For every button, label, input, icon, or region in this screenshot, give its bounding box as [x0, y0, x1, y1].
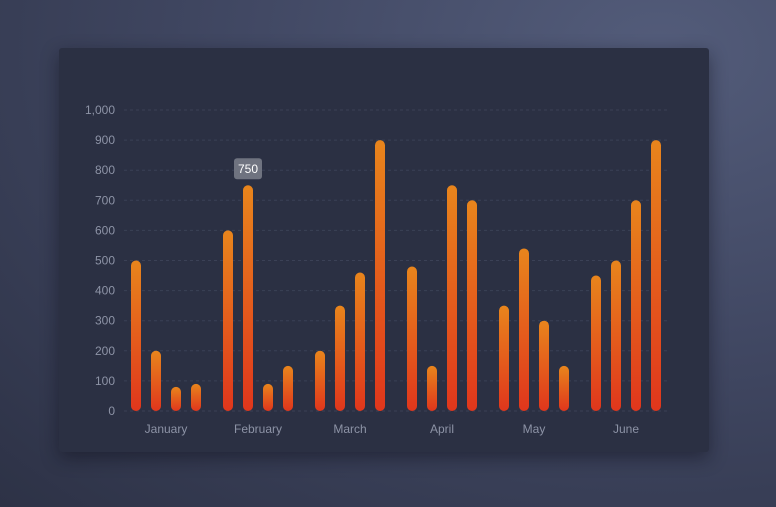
bar-february-3[interactable]: [263, 383, 273, 411]
y-tick-label: 500: [95, 254, 115, 268]
x-tick-label: April: [430, 422, 454, 436]
y-tick-label: 1,000: [85, 103, 115, 117]
y-tick-label: 100: [95, 374, 115, 388]
bar-june-1[interactable]: [591, 275, 601, 411]
y-tick-label: 900: [95, 133, 115, 147]
grid-lines: [124, 109, 670, 412]
y-tick-label: 200: [95, 344, 115, 358]
y-tick-label: 0: [108, 404, 115, 418]
x-tick-label: June: [613, 422, 639, 436]
x-tick-label: January: [145, 422, 188, 436]
bar-may-2[interactable]: [519, 248, 529, 411]
bar-may-1[interactable]: [499, 305, 509, 411]
bar-march-4[interactable]: [375, 140, 385, 411]
y-tick-label: 600: [95, 223, 115, 237]
bar-february-2[interactable]: [243, 185, 253, 411]
bar-april-3[interactable]: [447, 185, 457, 411]
x-tick-label: March: [333, 422, 366, 436]
bar-january-4[interactable]: [191, 383, 201, 411]
bar-june-2[interactable]: [611, 260, 621, 412]
y-tick-label: 300: [95, 314, 115, 328]
bar-april-1[interactable]: [407, 266, 417, 411]
bar-june-3[interactable]: [631, 200, 641, 411]
tooltip-box: [234, 158, 262, 180]
bar-march-1[interactable]: [315, 350, 325, 411]
bars: [131, 140, 661, 411]
x-axis: January February March April May June: [145, 422, 640, 436]
bar-march-2[interactable]: [335, 305, 345, 411]
y-tick-label: 700: [95, 193, 115, 207]
bar-june-4[interactable]: [651, 140, 661, 411]
bar-january-1[interactable]: [131, 260, 141, 412]
tooltip: 750: [234, 158, 262, 180]
bar-april-4[interactable]: [467, 200, 477, 411]
bar-january-2[interactable]: [151, 350, 161, 411]
y-tick-label: 400: [95, 284, 115, 298]
y-axis: 0 100 200 300 400 500 600 700 800 900 1,000: [85, 103, 115, 418]
x-tick-label: February: [234, 422, 282, 436]
bar-january-3[interactable]: [171, 386, 181, 411]
y-tick-label: 800: [95, 163, 115, 177]
bar-march-3[interactable]: [355, 272, 365, 411]
bar-may-4[interactable]: [559, 365, 569, 411]
bar-february-4[interactable]: [283, 365, 293, 411]
bar-may-3[interactable]: [539, 320, 549, 411]
x-tick-label: May: [523, 422, 546, 436]
tooltip-label: 750: [238, 162, 258, 176]
bar-april-2[interactable]: [427, 365, 437, 411]
bar-february-1[interactable]: [223, 230, 233, 411]
